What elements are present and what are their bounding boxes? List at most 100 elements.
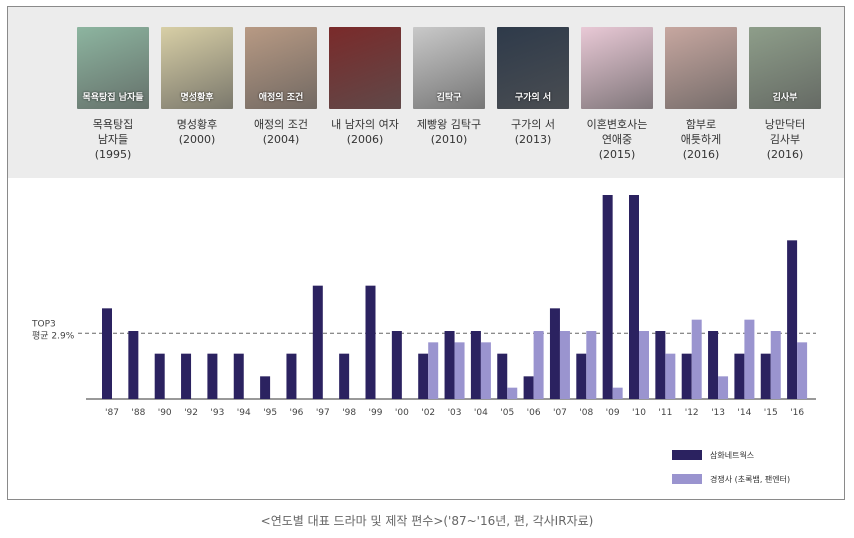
bar-series1 <box>391 331 402 399</box>
x-tick-label: '10 <box>632 408 646 418</box>
drama-item: 애정의 조건 애정의 조건 (2004) <box>240 27 322 147</box>
bar-series2 <box>559 331 570 399</box>
x-tick-label: '02 <box>421 408 435 418</box>
bar-series1 <box>734 353 745 399</box>
bar-series2 <box>533 331 544 399</box>
drama-year: (2000) <box>178 133 216 146</box>
x-tick-label: '04 <box>474 408 488 418</box>
poster-title: 명성황후 <box>180 93 214 103</box>
reference-value-label: 평균 2.9% <box>32 330 75 341</box>
drama-title: 목욕탕집 남자들 <box>92 118 134 146</box>
drama-poster-image: 김사부 <box>749 27 821 109</box>
bar-series2 <box>718 376 729 399</box>
poster-title: 목욕탕집 남자들 <box>82 93 144 103</box>
bar-series1 <box>681 353 692 399</box>
drama-item: 목욕탕집 남자들 목욕탕집 남자들 (1995) <box>72 27 154 162</box>
bar-series1 <box>470 331 481 399</box>
bar-series1 <box>260 376 271 399</box>
bar-series1 <box>497 353 508 399</box>
chart-frame: 목욕탕집 남자들 목욕탕집 남자들 (1995) 명성황후 명성황후 (2000) 애정의 … <box>7 6 845 500</box>
x-tick-label: '06 <box>527 408 541 418</box>
drama-poster-image <box>665 27 737 109</box>
drama-title: 구가의 서 <box>511 118 555 131</box>
bar-series1 <box>760 353 771 399</box>
bar-series1 <box>549 308 560 399</box>
x-tick-label: '15 <box>764 408 778 418</box>
bar-series1 <box>154 353 165 399</box>
poster-title: 구가의 서 <box>514 93 552 103</box>
drama-poster-image: 구가의 서 <box>497 27 569 109</box>
legend-swatch <box>672 474 702 484</box>
bar-series2 <box>586 331 597 399</box>
drama-poster-image: 애정의 조건 <box>245 27 317 109</box>
bar-series1 <box>207 353 218 399</box>
drama-item: 명성황후 명성황후 (2000) <box>156 27 238 147</box>
drama-title: 제빵왕 김탁구 <box>416 118 482 131</box>
drama-title: 함부로 애틋하게 <box>680 118 722 146</box>
drama-item: 함부로 애틋하게 (2016) <box>660 27 742 162</box>
bar-series1 <box>708 331 719 399</box>
x-tick-label: '12 <box>685 408 699 418</box>
bar-series1 <box>286 353 297 399</box>
drama-year: (1995) <box>94 148 132 161</box>
drama-poster-image <box>329 27 401 109</box>
bar-series1 <box>102 308 112 399</box>
x-tick-label: '96 <box>289 408 303 418</box>
x-tick-label: '88 <box>131 408 145 418</box>
bar-series2 <box>480 342 491 399</box>
drama-poster-image: 김탁구 <box>413 27 485 109</box>
x-tick-label: '11 <box>658 408 672 418</box>
bar-series1 <box>181 353 192 399</box>
x-tick-label: '07 <box>553 408 567 418</box>
bar-series2 <box>612 387 623 399</box>
bar-series1 <box>787 240 798 399</box>
poster-title: 애정의 조건 <box>258 93 304 103</box>
bar-series2 <box>428 342 439 399</box>
drama-title: 내 남자의 여자 <box>331 118 399 131</box>
bar-series2 <box>691 319 702 399</box>
x-tick-label: '08 <box>579 408 593 418</box>
drama-year: (2013) <box>514 133 552 146</box>
bar-series2 <box>454 342 465 399</box>
bar-series1 <box>339 353 350 399</box>
x-tick-label: '16 <box>790 408 804 418</box>
bar-series1 <box>444 331 455 399</box>
bar-series1 <box>629 195 639 399</box>
drama-item: 김탁구 제빵왕 김탁구 (2010) <box>408 27 490 147</box>
legend-label: 경쟁사 (초록뱀, 팬엔터) <box>710 474 790 484</box>
drama-year: (2006) <box>346 133 384 146</box>
bar-series1 <box>233 353 244 399</box>
drama-title: 명성황후 <box>176 118 218 131</box>
drama-year: (2016) <box>766 148 804 161</box>
bar-series1 <box>312 285 323 399</box>
bar-series2 <box>639 331 649 399</box>
bar-series1 <box>655 331 666 399</box>
bar-series1 <box>418 353 429 399</box>
drama-item: 내 남자의 여자 (2006) <box>324 27 406 147</box>
bar-series1 <box>523 376 534 399</box>
x-tick-label: '14 <box>737 408 751 418</box>
x-tick-label: '97 <box>316 408 330 418</box>
x-tick-label: '94 <box>237 408 251 418</box>
chart-caption: <연도별 대표 드라마 및 제작 편수>('87~'16년, 편, 각사IR자료… <box>260 514 594 528</box>
legend-label: 삼화네트웍스 <box>710 450 754 460</box>
drama-title: 낭만닥터 김사부 <box>764 118 806 146</box>
x-tick-label: '99 <box>369 408 383 418</box>
x-tick-label: '87 <box>105 408 119 418</box>
x-tick-label: '03 <box>448 408 462 418</box>
drama-year: (2016) <box>682 148 720 161</box>
drama-title: 애정의 조건 <box>253 118 309 131</box>
bar-series2 <box>665 353 676 399</box>
drama-poster-image: 명성황후 <box>161 27 233 109</box>
x-tick-label: '93 <box>210 408 224 418</box>
x-tick-label: '90 <box>158 408 172 418</box>
bar-series2 <box>770 331 781 399</box>
bar-series2 <box>507 387 518 399</box>
bar-series1 <box>576 353 587 399</box>
drama-poster-image <box>581 27 653 109</box>
poster-title: 김탁구 <box>436 93 462 103</box>
reference-label: TOP3 <box>31 319 56 329</box>
poster-title: 김사부 <box>772 93 798 103</box>
bar-series1 <box>365 285 376 399</box>
